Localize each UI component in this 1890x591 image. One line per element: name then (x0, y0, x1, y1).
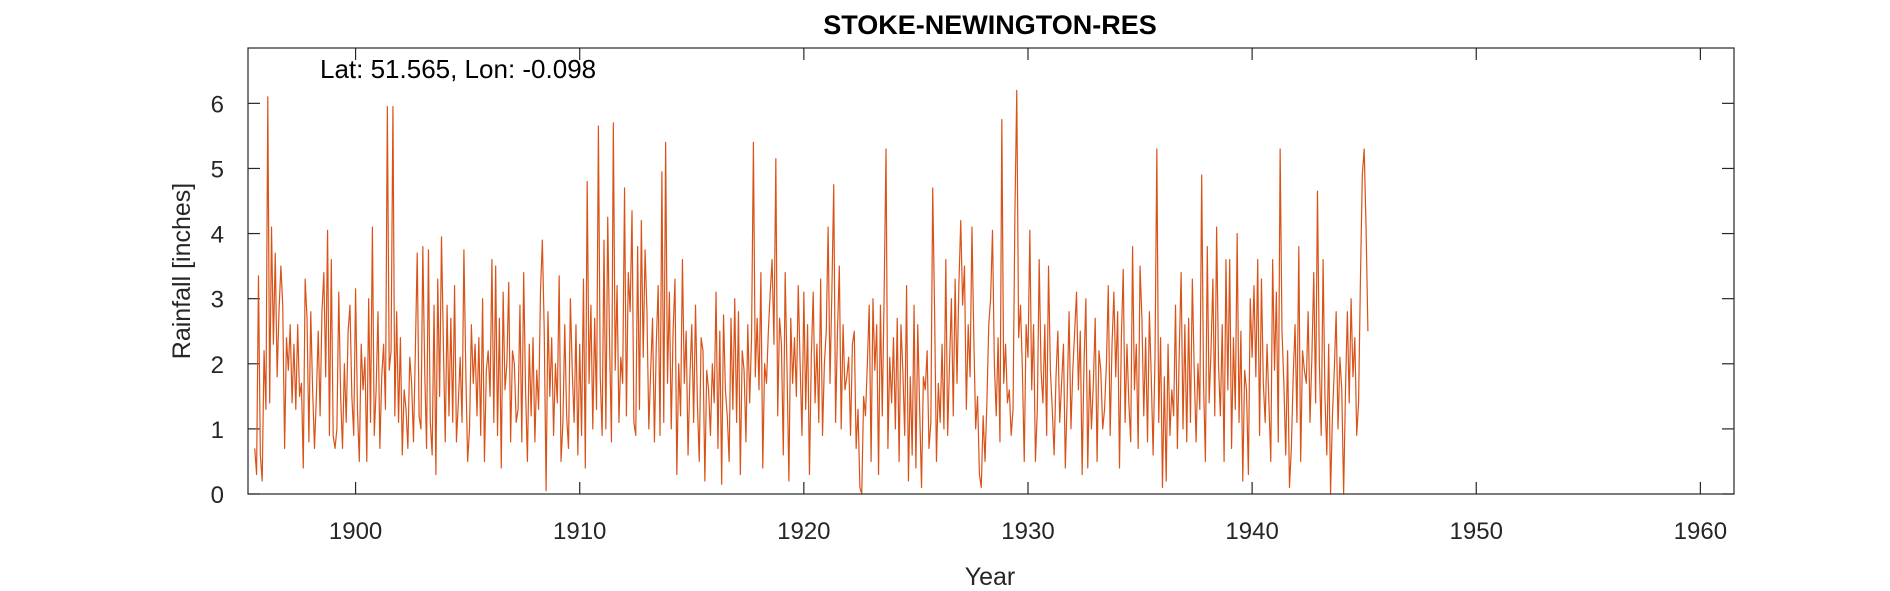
x-tick-label: 1940 (1225, 518, 1278, 545)
x-tick-label: 1950 (1450, 518, 1503, 545)
x-tick-label: 1920 (777, 518, 830, 545)
y-tick-label: 2 (211, 352, 224, 379)
x-tick-label: 1930 (1001, 518, 1054, 545)
location-annotation: Lat: 51.565, Lon: -0.098 (320, 54, 596, 84)
chart-title: STOKE-NEWINGTON-RES (823, 10, 1157, 40)
plot-frame (247, 47, 1735, 495)
y-tick-label: 4 (211, 222, 224, 249)
x-tick-label: 1900 (329, 518, 382, 545)
y-axis-label: Rainfall [inches] (168, 183, 196, 359)
y-tick-label: 3 (211, 287, 224, 314)
x-tick-label: 1910 (553, 518, 606, 545)
rainfall-series-line (254, 89, 1369, 495)
y-tick-label: 6 (211, 91, 224, 118)
y-tick-label: 5 (211, 156, 224, 183)
x-axis-label: Year (965, 563, 1016, 591)
y-tick-label: 1 (211, 417, 224, 444)
y-tick-label: 0 (211, 482, 224, 509)
axis-ticks: 1900 1910 1920 1930 1940 1950 1960 0 1 2 3 4 5 6 (211, 48, 1734, 545)
x-tick-label: 1960 (1674, 518, 1727, 545)
